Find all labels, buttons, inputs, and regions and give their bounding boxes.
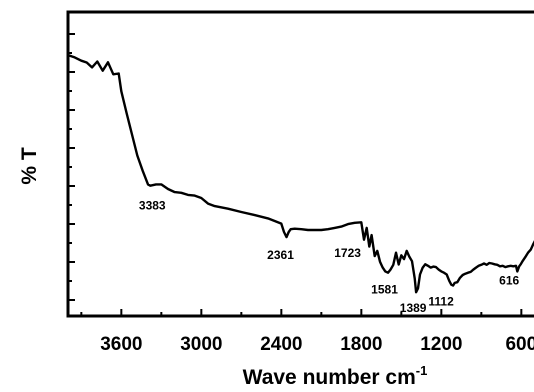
peak-label-1112: 1112 [428,295,454,309]
plot-frame [66,10,534,318]
x-axis-title-superscript: -1 [416,363,428,378]
x-axis-ticks [80,309,523,316]
x-tick-label: 3000 [180,334,222,355]
y-axis-ticks [68,33,75,301]
y-axis-title: % T [18,147,41,185]
peak-label-3383: 3383 [139,199,166,213]
x-axis-title: Wave number cm-1 [243,363,428,389]
x-tick-label: 1800 [340,334,382,355]
x-tick-labels: 3600 3000 2400 1800 1200 600 [100,334,534,355]
x-axis-title-main: Wave number cm [243,366,416,389]
peak-label-1581: 1581 [371,283,398,297]
x-tick-label: 1200 [420,334,462,355]
peak-label-1723: 1723 [334,246,361,260]
peak-label-616: 616 [499,273,519,287]
peak-label-2361: 2361 [267,248,294,262]
peak-label-1389: 1389 [400,301,427,315]
x-tick-label: 2400 [260,334,302,355]
x-tick-label: 600 [505,334,534,355]
x-tick-label: 3600 [100,334,142,355]
spectrum-line [67,53,534,294]
